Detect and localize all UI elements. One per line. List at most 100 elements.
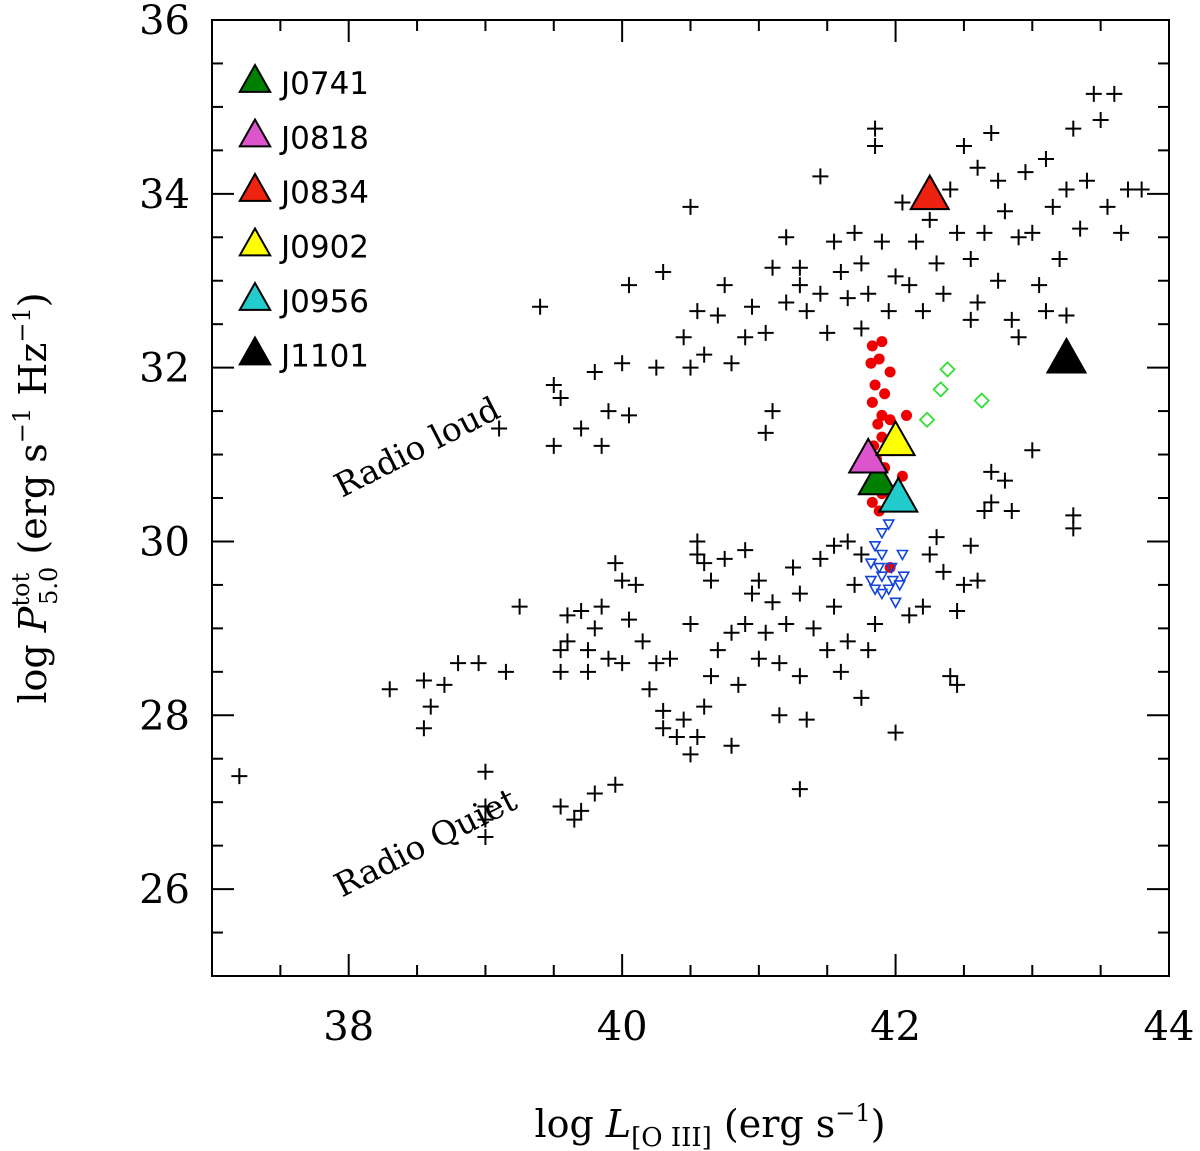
cross-point	[764, 403, 781, 420]
legend-label-j0834: J0834	[279, 175, 369, 211]
legend-marker-j0902	[238, 226, 272, 257]
cross-point	[955, 138, 972, 155]
cross-point	[607, 776, 624, 793]
cross-point	[1058, 307, 1075, 324]
object-j0956-marker	[877, 475, 920, 513]
cross-point	[1065, 520, 1082, 537]
blue-triangle-point	[875, 549, 889, 562]
y-axis-title: log Ptot5.0 (erg s−1 Hz−1)	[7, 292, 63, 703]
cross-point	[586, 363, 603, 380]
cross-point	[689, 729, 706, 745]
blue-triangle-point	[875, 571, 889, 583]
object-j1101-marker	[1045, 336, 1088, 374]
cross-point	[1031, 277, 1048, 294]
blue-triangle-point	[897, 571, 911, 583]
x-tick-label: 44	[1144, 1004, 1195, 1050]
cross-point	[819, 642, 836, 659]
blue-triangle-point	[882, 519, 896, 531]
y-tick-label: 34	[139, 172, 190, 218]
red-dot-point	[872, 418, 884, 430]
cross-point	[737, 616, 754, 633]
cross-point	[614, 355, 631, 372]
red-dot-point	[884, 366, 896, 378]
blue-triangle-point	[875, 588, 889, 601]
cross-point	[1017, 164, 1034, 181]
cross-point	[894, 194, 911, 211]
cross-point	[901, 277, 918, 294]
red-dot-point	[866, 396, 878, 408]
legend-label-j0818: J0818	[279, 121, 369, 157]
cross-point	[744, 585, 761, 602]
cross-point	[983, 463, 1000, 480]
blue-triangle-point	[872, 562, 886, 575]
cross-point	[1119, 181, 1136, 198]
green-diamond-point	[918, 411, 936, 429]
cross-point	[962, 251, 979, 267]
cross-point	[600, 650, 617, 667]
cross-point	[648, 359, 665, 376]
cross-point	[586, 620, 603, 637]
cross-point	[990, 272, 1007, 289]
cross-point	[436, 676, 453, 693]
cross-point	[696, 698, 713, 715]
cross-point	[1058, 181, 1075, 198]
cross-point	[764, 259, 781, 276]
cross-point	[689, 533, 706, 550]
cross-point	[552, 663, 569, 680]
cross-point	[723, 355, 740, 372]
cross-point	[942, 668, 959, 685]
cross-point	[1099, 198, 1116, 215]
cross-point	[839, 290, 856, 307]
cross-point	[1044, 198, 1061, 215]
x-tick-label: 42	[870, 1004, 921, 1050]
cross-point	[949, 676, 966, 693]
legend-marker-j0834	[238, 171, 272, 202]
cross-point	[1113, 224, 1130, 241]
cross-point	[1133, 181, 1150, 198]
cross-point	[846, 576, 863, 593]
legend-label-j0902: J0902	[279, 230, 369, 266]
cross-point	[696, 555, 713, 572]
cross-point	[826, 598, 843, 615]
blue-triangle-point	[896, 549, 909, 562]
cross-point	[415, 720, 432, 737]
cross-point	[867, 138, 884, 155]
cross-point	[593, 437, 610, 454]
cross-point	[682, 616, 699, 633]
legend-marker-j0741	[238, 62, 272, 93]
cross-point	[853, 546, 870, 563]
cross-point	[470, 655, 487, 672]
cross-point	[839, 533, 856, 550]
cross-point	[853, 255, 870, 272]
cross-point	[962, 537, 979, 554]
cross-point	[552, 390, 569, 407]
cross-point	[723, 737, 740, 754]
cross-point	[955, 576, 972, 593]
object-j0834-marker	[909, 173, 951, 211]
cross-point	[1092, 111, 1109, 128]
cross-point	[703, 572, 720, 589]
green-diamond-point	[973, 392, 990, 409]
red-dot-point	[866, 496, 878, 508]
cross-point	[921, 546, 938, 563]
cross-point	[545, 437, 562, 454]
cross-point	[853, 689, 870, 706]
cross-point	[791, 259, 808, 276]
cross-point	[908, 233, 925, 250]
cross-point	[573, 802, 590, 819]
cross-point	[791, 668, 808, 685]
object-j0741-marker	[857, 458, 899, 496]
green-diamond-point	[939, 361, 956, 378]
cross-point	[648, 655, 665, 672]
cross-point	[675, 329, 692, 346]
cross-point	[996, 472, 1013, 489]
cross-point	[422, 698, 439, 715]
cross-point	[914, 303, 931, 320]
cross-point	[730, 676, 747, 693]
y-tick-label: 30	[139, 519, 190, 565]
cross-point	[511, 598, 528, 615]
cross-point	[928, 255, 945, 272]
cross-point	[778, 616, 795, 633]
cross-point	[566, 811, 583, 828]
